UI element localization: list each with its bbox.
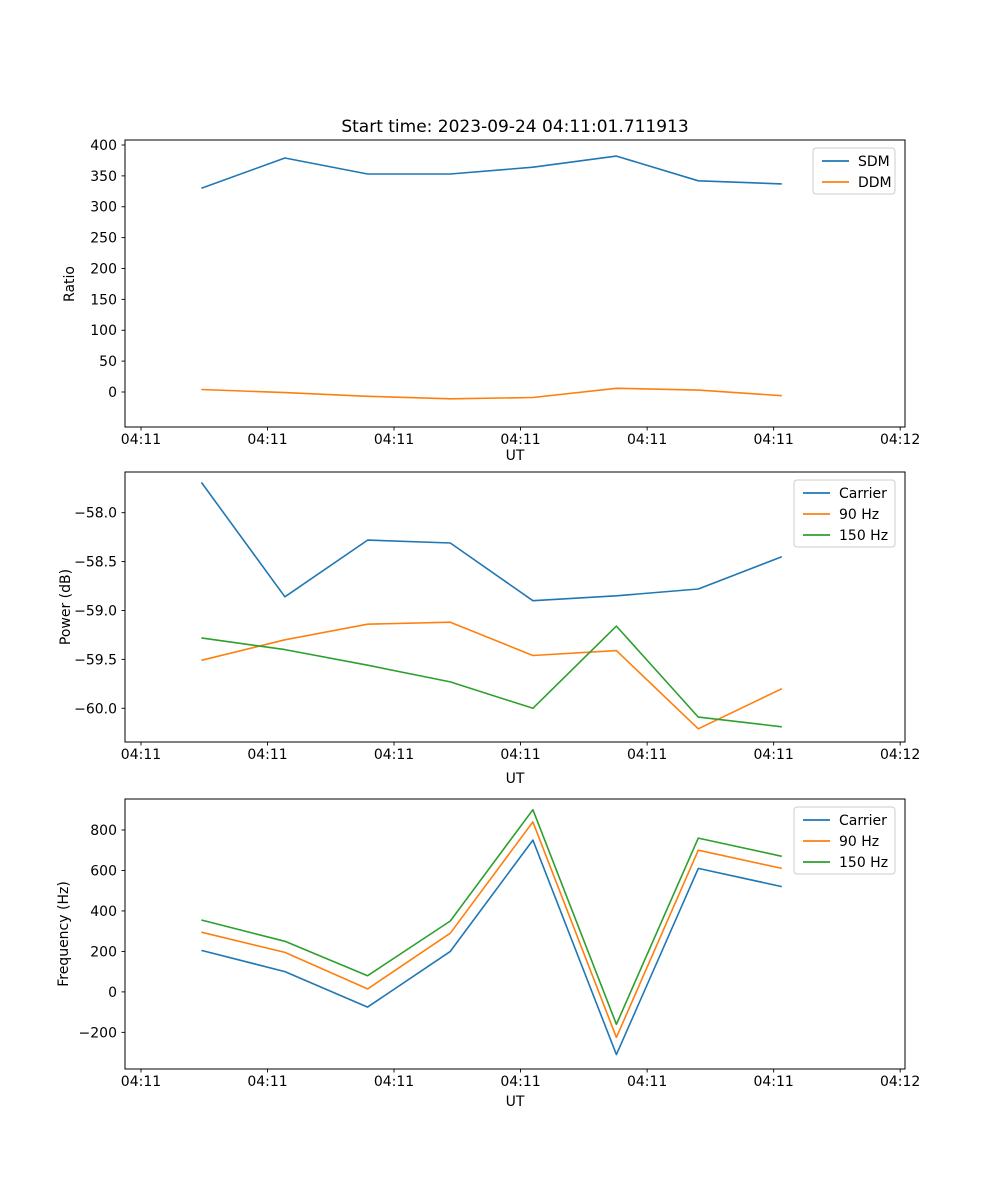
x-tick-label: 04:11 [500,432,540,448]
series-line-carrier [201,839,782,1056]
legend-label-carrier: Carrier [839,486,887,502]
x-tick-label: 04:11 [247,747,287,763]
x-tick-label: 04:11 [247,432,287,448]
y-tick-label: 0 [108,385,117,401]
y-tick-label: −58.5 [74,555,117,571]
legend: Carrier 90 Hz 150 Hz [793,806,896,875]
x-tick-label: 04:12 [880,1074,920,1090]
x-axis-label-ut-middle: UT [505,771,525,787]
y-axis-label-ratio: Ratio [62,266,78,302]
x-tick-label: 04:11 [753,747,793,763]
subplot-1: −58.0 −58.5 −59.0 −59.5 −60.0 04:11 04:11 04:11… [74,471,920,763]
y-tick-label: −59.5 [74,652,117,668]
x-tick-label: 04:11 [121,432,161,448]
y-tick-label: 300 [90,200,117,216]
legend-label-150-hz: 150 Hz [839,528,888,544]
x-axis-label-ut-top: UT [505,448,525,464]
series-line-150-hz [201,625,782,728]
legend-box [793,479,896,548]
x-tick-label: 04:11 [627,432,667,448]
x-tick-label: 04:12 [880,432,920,448]
series-line-150-hz [201,808,782,1026]
figure-title: Start time: 2023-09-24 04:11:01.711913 [341,117,689,137]
y-tick-label: 200 [90,944,117,960]
y-tick-label: −59.0 [74,603,117,619]
axes-frame [124,139,906,428]
legend-label-150-hz: 150 Hz [839,855,888,871]
y-tick-label: 600 [90,863,117,879]
y-tick-label: 50 [99,354,117,370]
x-tick-label: 04:11 [247,1074,287,1090]
legend-label-ddm: DDM [858,175,892,191]
x-tick-label: 04:11 [753,432,793,448]
series-line-90-hz [201,621,783,730]
y-tick-label: −200 [79,1025,117,1041]
legend-label-90-hz: 90 Hz [839,834,879,850]
x-tick-label: 04:11 [374,432,414,448]
y-tick-label: 200 [90,261,117,277]
y-tick-label: 250 [90,231,117,247]
series-line-90-hz [201,821,782,1039]
x-tick-label: 04:11 [627,747,667,763]
axes-frame [124,471,906,743]
y-tick-label: 350 [90,169,117,185]
x-tick-label: 04:12 [880,747,920,763]
y-tick-label: 150 [90,292,117,308]
series-line-carrier [200,481,783,602]
y-tick-label: 400 [90,904,117,920]
y-tick-label: 400 [90,138,117,154]
legend-box [793,806,896,875]
y-tick-label: 0 [108,985,117,1001]
x-tick-label: 04:11 [374,747,414,763]
legend-label-sdm: SDM [858,154,890,170]
x-tick-label: 04:11 [500,747,540,763]
y-tick-label: 800 [90,823,117,839]
y-axis-label-power: Power (dB) [58,568,74,646]
legend: Carrier 90 Hz 150 Hz [793,479,896,548]
x-axis-label-ut-bottom: UT [505,1094,525,1110]
axes-frame [124,798,906,1070]
legend-label-90-hz: 90 Hz [839,507,879,523]
series-line-ddm [201,387,782,400]
y-tick-label: −60.0 [74,701,117,717]
x-tick-label: 04:11 [753,1074,793,1090]
x-tick-label: 04:11 [500,1074,540,1090]
x-tick-label: 04:11 [627,1074,667,1090]
y-tick-label: 100 [90,323,117,339]
subplot-0: 400 350 300 250 200 150 100 50 0 04:11 04:11 04:11 0… [90,138,920,448]
legend-label-carrier: Carrier [839,813,887,829]
legend: SDM DDM [812,147,896,195]
y-tick-label: −58.0 [74,506,117,522]
y-axis-label-frequency: Frequency (Hz) [56,881,72,987]
x-tick-label: 04:11 [121,1074,161,1090]
x-tick-label: 04:11 [374,1074,414,1090]
subplot-2: 800 600 400 200 0 −200 04:11 04:11 04:11 04:11 04:… [79,798,920,1090]
series-line-sdm [201,155,782,189]
x-tick-label: 04:11 [121,747,161,763]
